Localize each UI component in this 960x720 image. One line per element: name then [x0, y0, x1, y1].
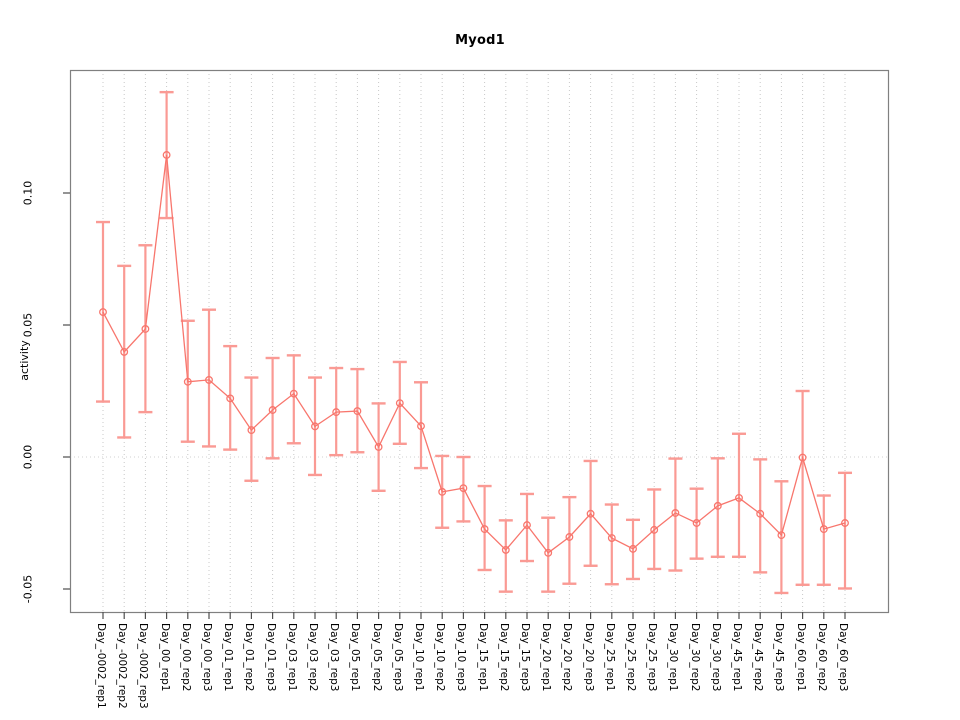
data-point-marker — [268, 406, 277, 414]
data-point-marker — [417, 422, 425, 431]
data-point-marker — [565, 533, 574, 541]
data-point-marker — [205, 375, 213, 384]
x-tick-label: Day_10_rep1 — [413, 623, 425, 692]
data-point-marker — [841, 519, 849, 527]
data-point-marker — [162, 151, 171, 159]
x-tick-label: Day_-0002_rep3 — [137, 623, 150, 709]
x-tick-label: Day_05_rep2 — [370, 623, 383, 692]
data-point-marker — [819, 525, 828, 534]
x-tick-label: Day_15_rep1 — [476, 623, 489, 692]
axis-tick-marks — [63, 192, 846, 619]
x-tick-label: Day_20_rep1 — [540, 623, 553, 692]
data-point-marker — [395, 399, 404, 408]
x-tick-label: Day_15_rep3 — [519, 623, 531, 692]
data-point-marker — [523, 521, 531, 530]
data-point-marker — [459, 484, 468, 493]
x-tick-label: Day_30_rep2 — [688, 623, 701, 692]
error-bars-group — [96, 90, 852, 595]
data-point-marker — [374, 443, 383, 451]
x-tick-label: Day_-0002_rep1 — [95, 623, 107, 709]
data-point-marker — [586, 509, 595, 518]
x-tick-label: Day_60_rep2 — [815, 623, 828, 692]
data-point-marker — [777, 531, 786, 540]
data-point-marker — [650, 525, 659, 534]
x-tick-label: Day_30_rep1 — [667, 623, 680, 692]
data-point-marker — [629, 544, 637, 553]
data-line-group — [102, 154, 846, 554]
data-point-marker — [141, 325, 150, 333]
data-point-marker — [480, 525, 489, 534]
x-tick-label: Day_03_rep3 — [328, 623, 341, 692]
x-tick-label: Day_01_rep3 — [264, 623, 277, 692]
data-point-marker — [671, 509, 680, 517]
data-point-marker — [713, 501, 722, 510]
data-series-line — [102, 154, 846, 554]
data-point-marker — [607, 534, 616, 542]
gridlines-group — [102, 70, 846, 612]
data-point-marker — [438, 487, 447, 496]
x-tick-label: Day_03_rep2 — [307, 623, 319, 692]
data-point-marker — [120, 347, 129, 356]
y-tick-label: 0.05 — [21, 312, 35, 338]
x-tick-label: Day_15_rep2 — [497, 623, 510, 692]
x-tick-label: Day_30_rep3 — [709, 623, 722, 692]
x-tick-label: Day_60_rep3 — [837, 623, 849, 692]
x-tick-label: Day_05_rep1 — [349, 623, 362, 692]
data-point-marker — [311, 422, 319, 431]
x-tick-label: Day_03_rep1 — [285, 623, 298, 692]
x-tick-label: Day_45_rep2 — [752, 623, 765, 692]
x-tick-label: Day_05_rep3 — [391, 623, 404, 692]
data-point-marker — [353, 407, 362, 416]
x-tick-label: Day_20_rep3 — [582, 623, 595, 692]
page-title: Myod1 — [455, 33, 505, 48]
data-point-marker — [332, 408, 341, 417]
data-points-group — [99, 151, 849, 557]
plot-frame — [69, 69, 890, 614]
data-point-marker — [756, 509, 765, 518]
x-tick-label: Day_25_rep1 — [603, 623, 616, 692]
x-tick-label: Day_20_rep2 — [561, 623, 574, 692]
x-tick-label: Day_45_rep3 — [773, 623, 786, 692]
data-point-marker — [798, 453, 807, 462]
x-tick-label: Day_45_rep1 — [731, 623, 743, 692]
data-point-marker — [183, 377, 192, 386]
data-point-marker — [289, 389, 298, 398]
x-tick-label: Day_25_rep2 — [625, 623, 637, 692]
y-tick-label: 0.10 — [21, 180, 35, 206]
x-tick-label: Day_01_rep2 — [243, 623, 256, 692]
x-tick-label: Day_60_rep1 — [794, 623, 807, 692]
x-tick-label: Day_00_rep3 — [201, 623, 213, 692]
data-point-marker — [501, 545, 510, 554]
y-tick-label: -0.05 — [21, 574, 35, 604]
x-tick-label: Day_10_rep2 — [434, 623, 447, 692]
data-point-marker — [99, 308, 107, 317]
data-point-marker — [544, 548, 553, 557]
data-point-marker — [247, 426, 256, 435]
x-tick-label: Day_00_rep2 — [179, 623, 192, 692]
x-tick-label: Day_25_rep3 — [646, 623, 659, 692]
x-tick-label: Day_01_rep1 — [222, 623, 235, 692]
data-point-marker — [226, 394, 235, 403]
data-point-marker — [692, 519, 701, 527]
x-tick-label: Day_00_rep1 — [158, 623, 171, 692]
y-tick-label: 0.00 — [21, 444, 35, 470]
x-tick-label: Day_10_rep3 — [455, 623, 468, 692]
data-point-marker — [735, 493, 743, 502]
x-tick-label: Day_-0002_rep2 — [116, 623, 129, 709]
